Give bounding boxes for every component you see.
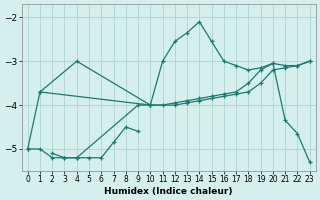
X-axis label: Humidex (Indice chaleur): Humidex (Indice chaleur) <box>104 187 233 196</box>
